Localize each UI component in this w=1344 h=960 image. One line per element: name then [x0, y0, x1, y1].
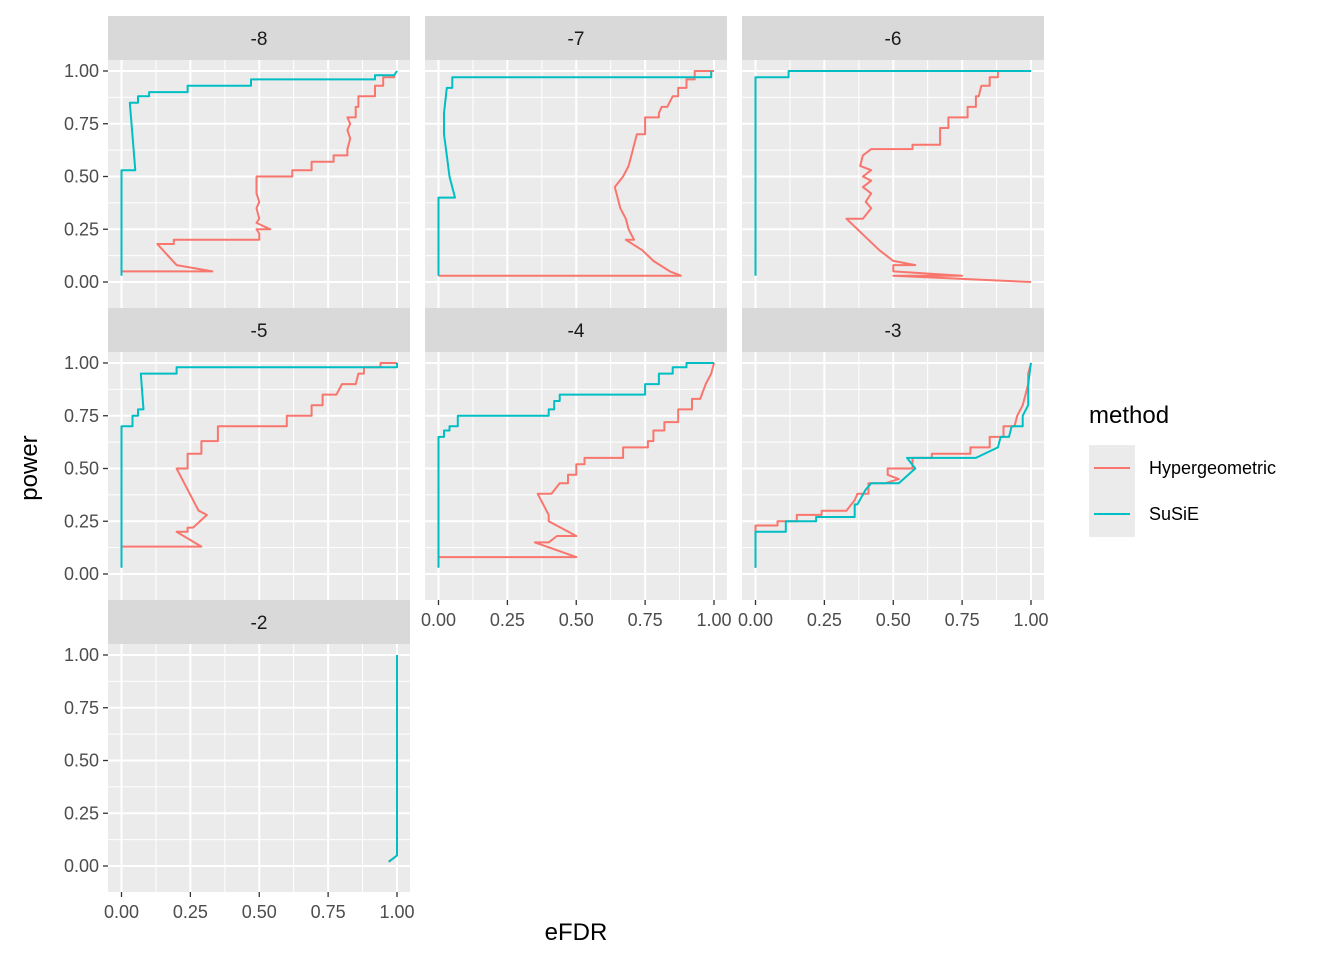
- y-tick-label: 1.00: [64, 61, 99, 81]
- x-tick-label: 0.50: [242, 902, 277, 922]
- series-line-hypergeometric: [121, 362, 397, 548]
- facet-strip: [108, 600, 410, 644]
- series-line-susie: [437, 71, 713, 276]
- facet-panel: -7: [425, 16, 727, 308]
- series-line-susie: [754, 362, 1032, 568]
- facet-strip: [108, 308, 410, 352]
- x-tick-label: 0.25: [173, 902, 208, 922]
- y-tick-label: 0.25: [64, 511, 99, 531]
- facet-strip: [425, 16, 727, 60]
- y-tick-label: 0.25: [64, 803, 99, 823]
- x-tick-label: 0.50: [876, 610, 911, 630]
- facet-panel: -6: [742, 16, 1044, 308]
- facet-panels: -8 0.00 0.25 0.50 0.75 1.00 -7 -6 -5 0.00 0.25 0.50…: [64, 16, 1049, 922]
- series-line-susie: [120, 363, 398, 568]
- y-tick-label: 0.75: [64, 114, 99, 134]
- facet-panel: -4 0.00 0.25 0.50 0.75 1.00: [421, 308, 732, 630]
- legend-label: SuSiE: [1149, 504, 1199, 524]
- x-tick-label: 0.75: [945, 610, 980, 630]
- x-tick-label: 0.75: [628, 610, 663, 630]
- facet-strip-label: -4: [568, 321, 585, 342]
- x-tick-label: 1.00: [696, 610, 731, 630]
- facet-strip-label: -5: [251, 321, 268, 342]
- facet-panel: -3 0.00 0.25 0.50 0.75 1.00: [738, 308, 1049, 630]
- legend: method Hypergeometric SuSiE: [1089, 402, 1276, 537]
- x-tick-label: 0.00: [738, 610, 773, 630]
- y-tick-label: 0.75: [64, 406, 99, 426]
- facet-strip: [108, 16, 410, 60]
- facet-panel: -2 0.00 0.25 0.50 0.75 1.00 0.00 0.25 0.50 0.75 1.…: [64, 600, 415, 922]
- x-axis-title: eFDR: [545, 919, 608, 946]
- series-line-hypergeometric: [845, 70, 1032, 283]
- series-line-hypergeometric: [121, 75, 396, 273]
- legend-entry: SuSiE: [1089, 491, 1199, 537]
- y-tick-label: 1.00: [64, 353, 99, 373]
- x-tick-label: 0.25: [490, 610, 525, 630]
- series-line-hypergeometric: [438, 70, 714, 277]
- y-tick-label: 0.00: [64, 272, 99, 292]
- series-line-susie: [120, 70, 398, 276]
- series-line-hypergeometric: [438, 362, 715, 559]
- x-tick-label: 0.00: [421, 610, 456, 630]
- facet-strip: [742, 308, 1044, 352]
- legend-title: method: [1089, 402, 1169, 429]
- facet-strip-label: -8: [251, 29, 268, 50]
- x-tick-label: 0.75: [311, 902, 346, 922]
- x-tick-label: 0.00: [104, 902, 139, 922]
- y-tick-label: 0.25: [64, 219, 99, 239]
- y-tick-label: 0.50: [64, 167, 99, 187]
- x-tick-label: 1.00: [1013, 610, 1048, 630]
- legend-label: Hypergeometric: [1149, 458, 1276, 478]
- series-line-susie: [754, 70, 1031, 276]
- y-tick-label: 1.00: [64, 645, 99, 665]
- y-axis-title: power: [16, 435, 43, 500]
- y-tick-label: 0.50: [64, 459, 99, 479]
- x-tick-label: 0.25: [807, 610, 842, 630]
- facet-strip-label: -6: [885, 29, 902, 50]
- series-line-susie: [437, 362, 714, 568]
- series-line-hypergeometric: [754, 362, 1032, 568]
- series-line-susie: [388, 655, 398, 863]
- legend-entries: Hypergeometric SuSiE: [1089, 445, 1276, 537]
- legend-entry: Hypergeometric: [1089, 445, 1276, 491]
- facet-strip: [742, 16, 1044, 60]
- facet-strip: [425, 308, 727, 352]
- facet-strip-label: -3: [885, 321, 902, 342]
- x-tick-label: 0.50: [559, 610, 594, 630]
- facet-panel: -5 0.00 0.25 0.50 0.75 1.00: [64, 308, 410, 600]
- x-tick-label: 1.00: [379, 902, 414, 922]
- facet-strip-label: -2: [251, 613, 268, 634]
- y-tick-label: 0.75: [64, 698, 99, 718]
- y-tick-label: 0.00: [64, 856, 99, 876]
- y-tick-label: 0.50: [64, 751, 99, 771]
- facet-strip-label: -7: [568, 29, 585, 50]
- y-tick-label: 0.00: [64, 564, 99, 584]
- facet-panel: -8 0.00 0.25 0.50 0.75 1.00: [64, 16, 410, 308]
